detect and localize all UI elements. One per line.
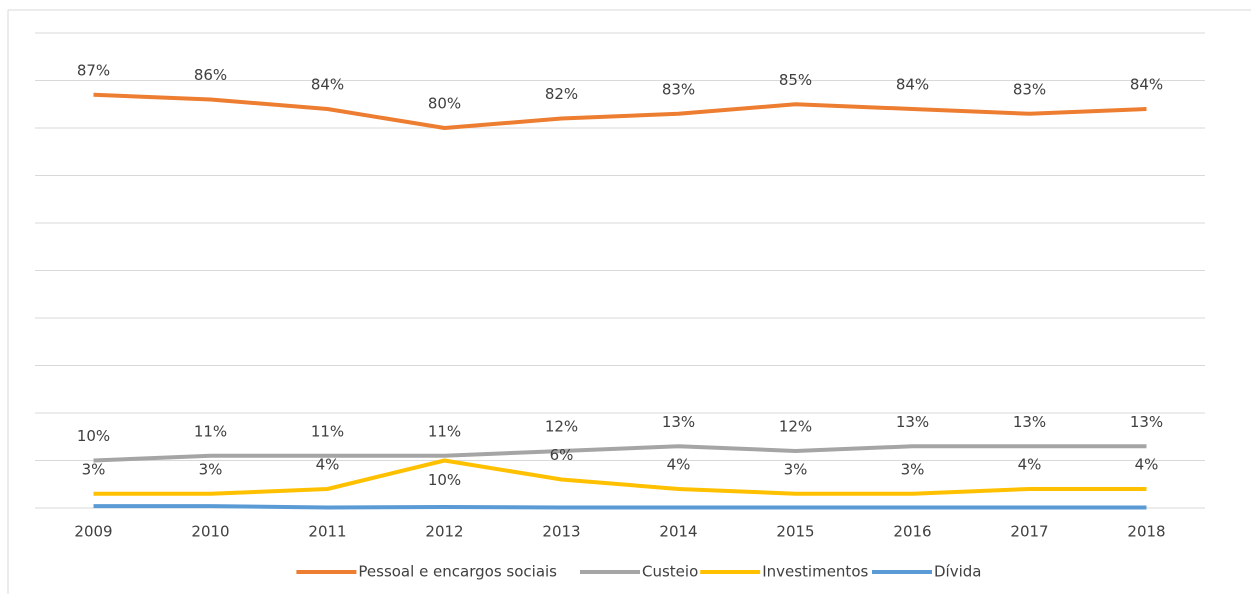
data-label: 12% <box>545 418 578 436</box>
data-label: 4% <box>316 456 340 474</box>
data-label: 84% <box>1130 76 1163 94</box>
legend-label: Investimentos <box>762 563 868 581</box>
x-tick-label: 2013 <box>542 523 580 541</box>
x-tick-label: 2012 <box>425 523 463 541</box>
data-label: 85% <box>779 71 812 89</box>
data-label: 10% <box>77 427 110 445</box>
x-tick-label: 2009 <box>74 523 112 541</box>
data-label: 82% <box>545 85 578 103</box>
data-label: 13% <box>1013 413 1046 431</box>
data-label: 83% <box>1013 80 1046 98</box>
data-label: 3% <box>199 460 223 478</box>
data-label: 4% <box>1135 456 1159 474</box>
series-line <box>93 458 1147 496</box>
data-label: 6% <box>550 446 574 464</box>
data-label: 13% <box>662 413 695 431</box>
data-label: 83% <box>662 80 695 98</box>
legend-label: Pessoal e encargos sociais <box>358 563 557 581</box>
series-line <box>93 504 1147 510</box>
data-label: 84% <box>311 76 344 94</box>
data-label: 11% <box>428 422 461 440</box>
x-tick-label: 2015 <box>776 523 814 541</box>
data-label: 4% <box>1018 456 1042 474</box>
data-label: 11% <box>194 422 227 440</box>
x-tick-label: 2017 <box>1010 523 1048 541</box>
data-label: 13% <box>896 413 929 431</box>
data-label: 3% <box>784 460 808 478</box>
data-label: 80% <box>428 95 461 113</box>
data-label: 87% <box>77 61 110 79</box>
data-label: 86% <box>194 66 227 84</box>
x-tick-label: 2014 <box>659 523 697 541</box>
series-line <box>93 92 1147 130</box>
x-tick-label: 2016 <box>893 523 931 541</box>
data-label: 3% <box>901 460 925 478</box>
x-tick-label: 2011 <box>308 523 346 541</box>
series-line <box>93 444 1147 463</box>
legend-label: Dívida <box>934 563 981 581</box>
data-label: 84% <box>896 76 929 94</box>
data-label: 3% <box>82 460 106 478</box>
legend-label: Custeio <box>642 563 698 581</box>
data-label: 10% <box>428 471 461 489</box>
data-label: 13% <box>1130 413 1163 431</box>
data-label: 12% <box>779 418 812 436</box>
data-label: 11% <box>311 422 344 440</box>
x-tick-label: 2018 <box>1127 523 1165 541</box>
x-tick-label: 2010 <box>191 523 229 541</box>
data-label: 4% <box>667 456 691 474</box>
